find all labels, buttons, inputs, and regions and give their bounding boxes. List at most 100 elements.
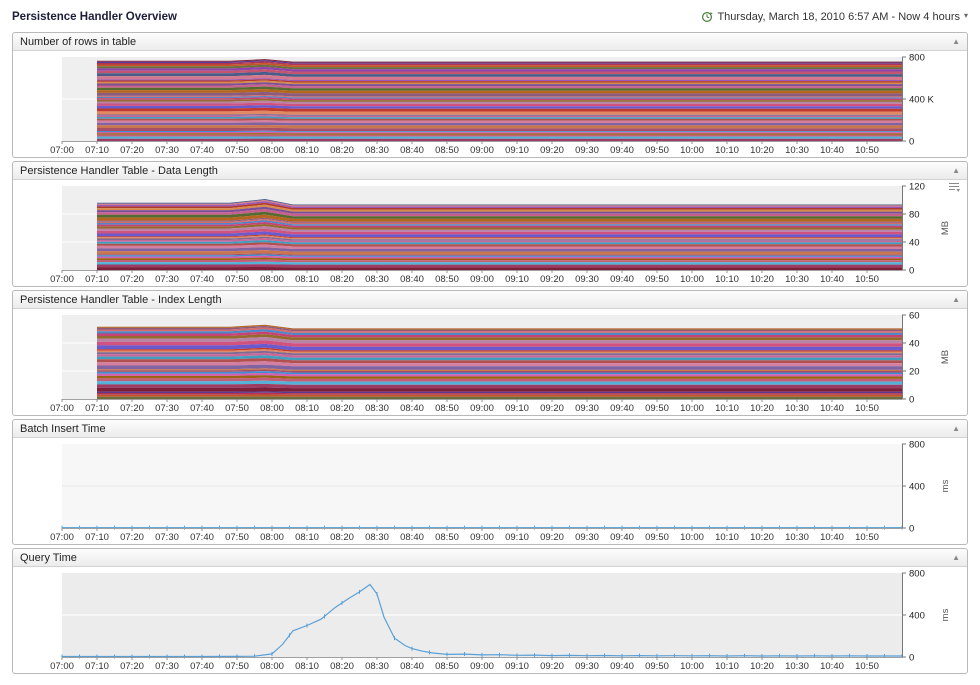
svg-text:08:30: 08:30 [365,403,389,414]
panel-query-time: Query Time ▲ 07:00 07:10 07:20 07:30 07:40 07… [12,548,968,674]
svg-text:10:50: 10:50 [855,661,879,672]
panel-data-length: Persistence Handler Table - Data Length … [12,161,968,287]
svg-text:10:10: 10:10 [715,661,739,672]
svg-text:10:50: 10:50 [855,145,879,156]
svg-text:07:30: 07:30 [155,403,179,414]
svg-text:07:40: 07:40 [190,661,214,672]
svg-text:09:50: 09:50 [645,403,669,414]
svg-text:07:40: 07:40 [190,532,214,543]
svg-text:09:30: 09:30 [575,661,599,672]
svg-text:09:10: 09:10 [505,661,529,672]
svg-text:08:00: 08:00 [260,274,284,285]
line-chart-query-time[interactable]: 07:00 07:10 07:20 07:30 07:40 07:50 08:00 08:10… [16,568,964,673]
collapse-icon[interactable]: ▲ [952,294,960,304]
svg-text:400 K: 400 K [909,95,934,106]
svg-text:10:50: 10:50 [855,274,879,285]
svg-text:07:30: 07:30 [155,274,179,285]
svg-text:10:40: 10:40 [820,145,844,156]
svg-text:07:10: 07:10 [85,403,109,414]
svg-text:08:50: 08:50 [435,661,459,672]
panel-title: Batch Insert Time [20,422,106,435]
svg-text:09:50: 09:50 [645,532,669,543]
svg-text:07:40: 07:40 [190,145,214,156]
panel-index-length: Persistence Handler Table - Index Length… [12,290,968,416]
collapse-icon[interactable]: ▲ [952,552,960,562]
panel-batch-insert-time: Batch Insert Time ▲ 07:00 07:10 07:20 07:30… [12,419,968,545]
svg-text:0: 0 [909,395,914,406]
line-chart-batch-insert-time[interactable]: 07:00 07:10 07:20 07:30 07:40 07:50 08:00 08:10… [16,439,964,544]
stacked-area-chart-data-length[interactable]: 07:00 07:10 07:20 07:30 07:40 07:50 08:00 08:10… [16,181,964,286]
svg-text:08:00: 08:00 [260,145,284,156]
svg-text:07:50: 07:50 [225,274,249,285]
svg-text:07:10: 07:10 [85,532,109,543]
svg-text:07:00: 07:00 [50,532,74,543]
svg-text:ms: ms [940,608,951,621]
svg-text:08:30: 08:30 [365,274,389,285]
panel-number-of-rows: Number of rows in table ▲ 07:00 07:10 07:2… [12,32,968,158]
chart-menu-icon[interactable] [947,181,961,193]
panel-header[interactable]: Query Time ▲ [13,549,967,567]
chart-area-data-length[interactable]: 07:00 07:10 07:20 07:30 07:40 07:50 08:00 08:10… [13,180,967,286]
svg-text:10:30: 10:30 [785,145,809,156]
svg-text:09:50: 09:50 [645,145,669,156]
svg-text:07:10: 07:10 [85,274,109,285]
svg-text:10:20: 10:20 [750,274,774,285]
svg-text:08:30: 08:30 [365,145,389,156]
svg-text:0: 0 [909,653,914,664]
svg-text:10:10: 10:10 [715,532,739,543]
collapse-icon[interactable]: ▲ [952,423,960,433]
svg-text:09:40: 09:40 [610,145,634,156]
svg-text:07:20: 07:20 [120,274,144,285]
svg-text:09:10: 09:10 [505,145,529,156]
panel-header[interactable]: Persistence Handler Table - Index Length… [13,291,967,309]
svg-text:07:50: 07:50 [225,145,249,156]
chart-area-query-time[interactable]: 07:00 07:10 07:20 07:30 07:40 07:50 08:00 08:10… [13,567,967,673]
panel-header[interactable]: Batch Insert Time ▲ [13,420,967,438]
svg-text:09:10: 09:10 [505,274,529,285]
svg-text:09:10: 09:10 [505,403,529,414]
svg-text:10:30: 10:30 [785,532,809,543]
svg-text:09:00: 09:00 [470,145,494,156]
svg-text:10:10: 10:10 [715,274,739,285]
panel-title: Number of rows in table [20,35,137,48]
svg-text:07:50: 07:50 [225,661,249,672]
svg-text:08:20: 08:20 [330,274,354,285]
svg-text:10:00: 10:00 [680,532,704,543]
svg-text:07:40: 07:40 [190,274,214,285]
svg-text:07:30: 07:30 [155,145,179,156]
svg-text:400: 400 [909,611,925,622]
chart-area-rows[interactable]: 07:00 07:10 07:20 07:30 07:40 07:50 08:00 08:10… [13,51,967,157]
panel-header[interactable]: Persistence Handler Table - Data Length … [13,162,967,180]
collapse-icon[interactable]: ▲ [952,165,960,175]
svg-text:07:00: 07:00 [50,145,74,156]
svg-text:08:20: 08:20 [330,145,354,156]
svg-text:08:30: 08:30 [365,661,389,672]
chart-area-index-length[interactable]: 07:00 07:10 07:20 07:30 07:40 07:50 08:00 08:10… [13,309,967,415]
svg-text:08:50: 08:50 [435,532,459,543]
svg-text:07:20: 07:20 [120,532,144,543]
svg-text:07:20: 07:20 [120,403,144,414]
panel-header[interactable]: Number of rows in table ▲ [13,33,967,51]
timeframe-selector[interactable]: Thursday, March 18, 2010 6:57 AM - Now 4… [701,11,968,23]
svg-text:07:10: 07:10 [85,661,109,672]
svg-text:07:20: 07:20 [120,661,144,672]
svg-text:09:30: 09:30 [575,145,599,156]
stacked-area-chart-index-length[interactable]: 07:00 07:10 07:20 07:30 07:40 07:50 08:00 08:10… [16,310,964,415]
svg-text:09:00: 09:00 [470,532,494,543]
timeframe-dropdown-icon[interactable]: ▾ [963,10,968,20]
svg-text:09:10: 09:10 [505,532,529,543]
svg-text:10:40: 10:40 [820,274,844,285]
collapse-icon[interactable]: ▲ [952,36,960,46]
svg-text:09:20: 09:20 [540,274,564,285]
svg-text:10:20: 10:20 [750,145,774,156]
svg-text:ms: ms [940,479,951,492]
svg-text:09:20: 09:20 [540,145,564,156]
svg-text:40: 40 [909,339,920,350]
svg-text:08:40: 08:40 [400,403,424,414]
dashboard-topbar: Persistence Handler Overview Thursday, M… [12,6,968,28]
chart-area-batch-insert[interactable]: 07:00 07:10 07:20 07:30 07:40 07:50 08:00 08:10… [13,438,967,544]
svg-text:10:30: 10:30 [785,661,809,672]
svg-text:08:00: 08:00 [260,661,284,672]
stacked-area-chart-rows[interactable]: 07:00 07:10 07:20 07:30 07:40 07:50 08:00 08:10… [16,52,964,157]
